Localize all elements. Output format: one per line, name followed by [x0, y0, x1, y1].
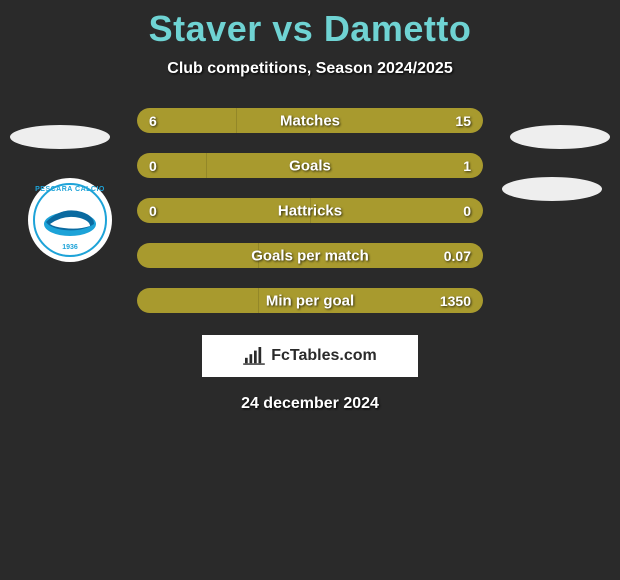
- bar-value-right: 0.07: [444, 248, 471, 264]
- logo-club-name: PESCARA CALCIO: [28, 186, 112, 193]
- bar-value-right: 15: [455, 113, 471, 129]
- bar-segment-left: [137, 153, 206, 178]
- player2-name: Dametto: [324, 8, 472, 49]
- bar-label: Goals: [289, 157, 331, 174]
- bar-segment-left: [137, 288, 258, 313]
- bar-label: Min per goal: [266, 292, 354, 309]
- bar-value-right: 1350: [440, 293, 471, 309]
- bar-value-right: 1: [463, 158, 471, 174]
- bar-value-left: 6: [149, 113, 157, 129]
- bar-label: Matches: [280, 112, 340, 129]
- ellipse-decoration: [10, 125, 110, 149]
- brand-badge: FcTables.com: [202, 335, 418, 377]
- ellipse-decoration: [502, 177, 602, 201]
- bar-label: Goals per match: [251, 247, 369, 264]
- stat-bar-row: 0 0 Hattricks: [137, 198, 483, 223]
- logo-year: 1936: [28, 244, 112, 251]
- bar-segment-right: [206, 153, 483, 178]
- brand-text: FcTables.com: [271, 347, 377, 365]
- subtitle: Club competitions, Season 2024/2025: [0, 60, 620, 78]
- comparison-title: Staver vs Dametto: [0, 0, 620, 50]
- stat-bar-row: 1350 Min per goal: [137, 288, 483, 313]
- bar-value-right: 0: [463, 203, 471, 219]
- stat-bar-row: 0.07 Goals per match: [137, 243, 483, 268]
- ellipse-decoration: [510, 125, 610, 149]
- bar-segment-right: [236, 108, 483, 133]
- bar-value-left: 0: [149, 158, 157, 174]
- stat-bar-row: 6 15 Matches: [137, 108, 483, 133]
- club-logo-pescara: PESCARA CALCIO 1936: [28, 178, 112, 262]
- dolphin-icon: [42, 202, 98, 240]
- bar-value-left: 0: [149, 203, 157, 219]
- footer-date: 24 december 2024: [0, 395, 620, 413]
- bar-segment-left: [137, 243, 258, 268]
- bar-label: Hattricks: [278, 202, 342, 219]
- player1-name: Staver: [149, 8, 262, 49]
- stat-bar-row: 0 1 Goals: [137, 153, 483, 178]
- bar-chart-icon: [243, 347, 265, 365]
- stats-bars: 6 15 Matches 0 1 Goals 0 0 Hattricks 0.07 Goals pe…: [137, 108, 483, 313]
- vs-text: vs: [272, 8, 313, 49]
